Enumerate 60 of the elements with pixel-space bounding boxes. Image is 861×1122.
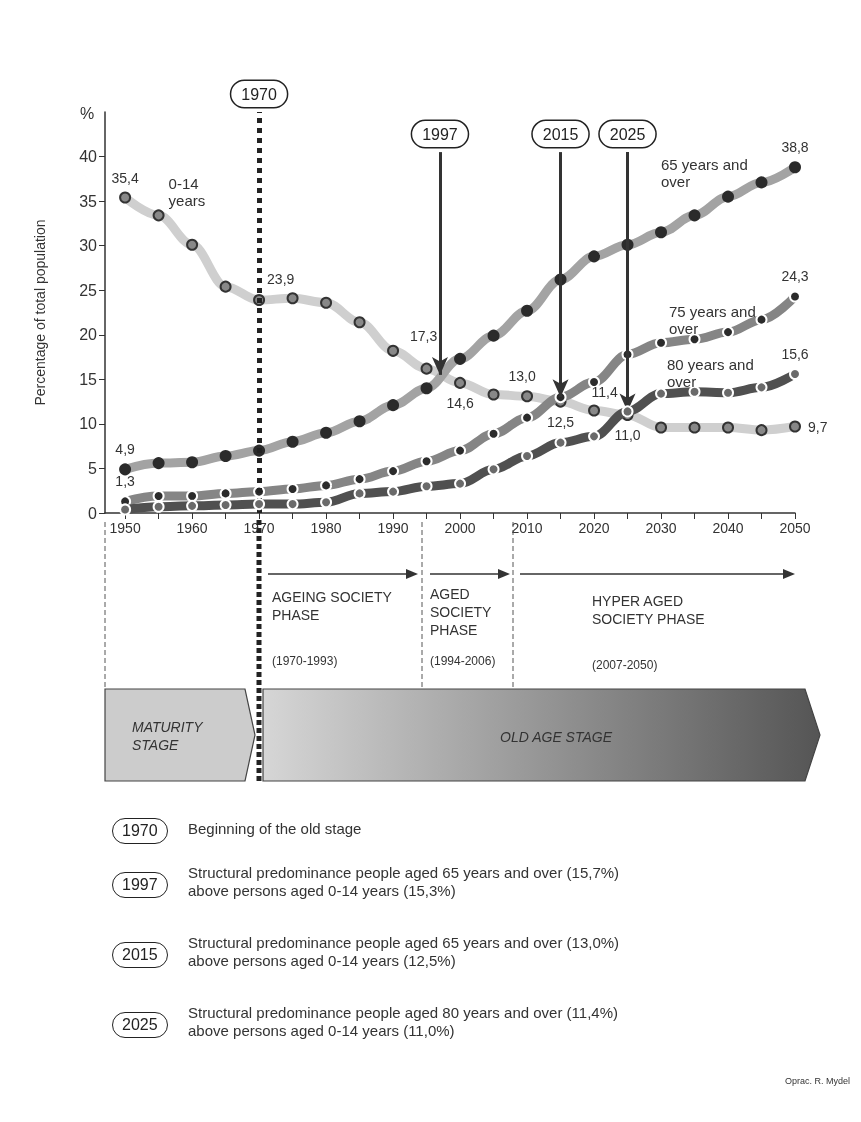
annotation: 2015 (542, 125, 579, 143)
data-label: 11,4 (591, 384, 618, 401)
x-tick-label: 2040 (712, 520, 744, 536)
y-tick-label: 0 (88, 504, 98, 522)
text: MATURITY STAGE (132, 718, 204, 754)
x-tick-label: 2020 (578, 520, 610, 536)
y-tick-label: 20 (79, 326, 98, 344)
y-tick-label: 15 (79, 370, 98, 388)
data-label: 35,4 (111, 169, 139, 186)
series-label: 80 years and over (667, 355, 755, 390)
annotation: 2025 (609, 125, 646, 143)
data-label: 14,6 (446, 394, 474, 411)
data-label: 23,9 (267, 271, 295, 288)
text: Structural predominance people aged 65 years and over (13,0%) above persons aged 0-14 years (12,5%) (188, 934, 621, 970)
x-tick-label: 1950 (109, 520, 141, 536)
series-label: 75 years and over (669, 302, 757, 337)
data-label: 17,3 (410, 327, 438, 344)
text: (1994-2006) (430, 653, 496, 670)
data-label: 38,8 (781, 139, 809, 156)
x-tick-label: 1960 (176, 520, 208, 536)
text: AGEING SOCIETY PHASE (272, 588, 392, 624)
y-tick-label: 10 (79, 415, 98, 433)
text: Structural predominance people aged 65 years and over (15,7%) above persons aged 0-14 years (15,3%) (188, 864, 621, 900)
rounded-badge: 1970 (112, 818, 168, 844)
text: HYPER AGED SOCIETY PHASE (592, 592, 706, 628)
data-label: 11,0 (614, 426, 641, 443)
text: % (80, 105, 95, 123)
data-label: 4,9 (115, 441, 136, 458)
y-tick-label: 35 (79, 192, 98, 210)
text: Structural predominance people aged 80 years and over (11,4%) above persons aged 0-14 years (11,0%) (188, 1004, 619, 1040)
x-tick-label: 1990 (377, 520, 409, 536)
y-tick-label: 30 (79, 237, 98, 255)
rounded-badge: 1997 (112, 872, 168, 898)
rounded-badge: 2025 (112, 1012, 168, 1038)
ref-line-label: 1970 (241, 85, 277, 103)
x-tick-label: 1980 (310, 520, 342, 536)
y-axis-title: Percentage of total population (32, 219, 48, 406)
y-tick-label: 40 (79, 148, 98, 166)
text: AGED SOCIETY PHASE (430, 585, 493, 639)
text: OLD AGE STAGE (500, 728, 613, 746)
data-label: 15,6 (781, 345, 809, 362)
rounded-badge: 2015 (112, 942, 168, 968)
annotation: 1997 (422, 125, 458, 143)
series-label: 65 years and over (661, 156, 749, 191)
data-label: 12,5 (546, 413, 575, 430)
data-label: 13,0 (508, 368, 536, 385)
x-tick-label: 2050 (779, 520, 811, 536)
text: (1970-1993) (272, 653, 338, 670)
x-tick-label: 2010 (511, 520, 543, 536)
data-label: 24,3 (781, 268, 809, 285)
text: Oprac. R. Mydel (785, 1075, 851, 1088)
series-label: 0-14 years (168, 175, 207, 210)
y-tick-label: 5 (88, 459, 98, 477)
x-tick-label: 2030 (645, 520, 677, 536)
text: Beginning of the old stage (188, 820, 363, 838)
data-label: 9,7 (808, 418, 828, 435)
x-tick-label: 2000 (444, 520, 476, 536)
text: (2007-2050) (592, 657, 658, 674)
y-tick-label: 25 (79, 281, 98, 299)
data-label: 1,3 (115, 473, 136, 490)
